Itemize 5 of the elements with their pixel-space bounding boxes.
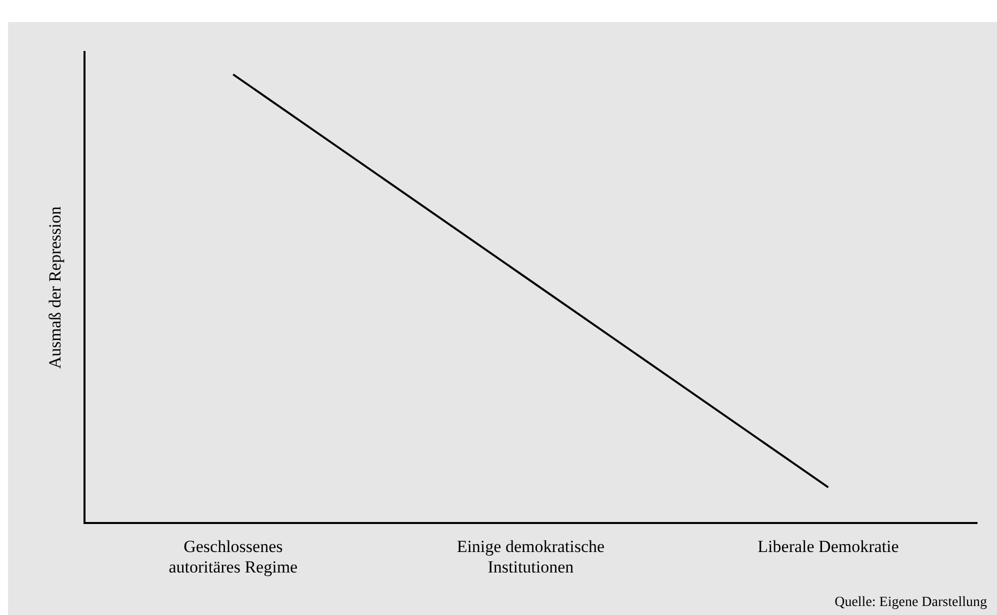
x-tick-label: Liberale Demokratie (758, 536, 899, 556)
x-tick-label: Einige demokratische Institutionen (456, 536, 605, 576)
source-note: Quelle: Eigene Darstellung (834, 595, 987, 611)
y-axis-title: Ausmaß der Repression (46, 206, 65, 369)
x-tick-label: Geschlossenes autoritäres Regime (168, 536, 298, 576)
